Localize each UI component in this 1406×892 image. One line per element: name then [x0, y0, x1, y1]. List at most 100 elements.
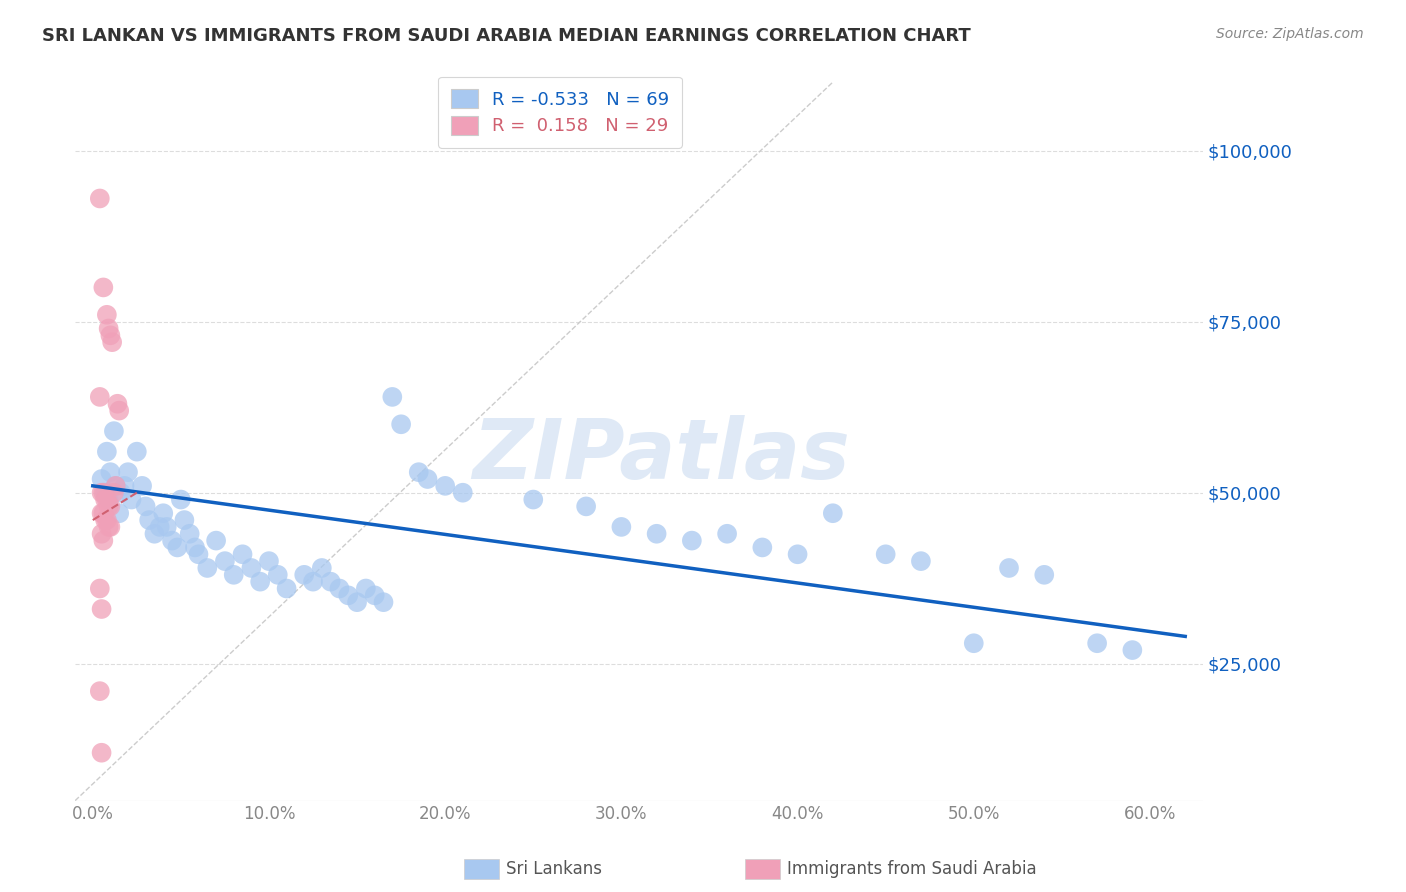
- Point: [89, 684, 111, 698]
- Point: [292, 567, 315, 582]
- Point: [373, 595, 395, 609]
- Point: [107, 397, 129, 411]
- Point: [104, 479, 127, 493]
- Text: Immigrants from Saudi Arabia: Immigrants from Saudi Arabia: [787, 860, 1038, 878]
- Point: [311, 561, 333, 575]
- Point: [184, 541, 207, 555]
- Point: [170, 492, 193, 507]
- Point: [94, 485, 117, 500]
- Point: [232, 547, 254, 561]
- Point: [416, 472, 439, 486]
- Point: [354, 582, 377, 596]
- Point: [94, 513, 117, 527]
- Point: [156, 520, 179, 534]
- Point: [149, 520, 172, 534]
- Point: [117, 465, 139, 479]
- Point: [94, 492, 117, 507]
- Point: [645, 526, 668, 541]
- Point: [337, 588, 360, 602]
- Point: [90, 746, 112, 760]
- Point: [610, 520, 633, 534]
- Point: [434, 479, 457, 493]
- Point: [240, 561, 263, 575]
- Point: [451, 485, 474, 500]
- Point: [108, 506, 131, 520]
- Point: [319, 574, 342, 589]
- Point: [104, 479, 127, 493]
- Point: [998, 561, 1021, 575]
- Point: [89, 390, 111, 404]
- Point: [187, 547, 209, 561]
- Text: Source: ZipAtlas.com: Source: ZipAtlas.com: [1216, 27, 1364, 41]
- Legend: R = -0.533   N = 69, R =  0.158   N = 29: R = -0.533 N = 69, R = 0.158 N = 29: [439, 77, 682, 148]
- Point: [93, 533, 115, 548]
- Point: [97, 321, 120, 335]
- Point: [103, 485, 125, 500]
- Point: [93, 280, 115, 294]
- Point: [90, 602, 112, 616]
- Point: [205, 533, 228, 548]
- Point: [110, 485, 132, 500]
- Point: [408, 465, 430, 479]
- Point: [90, 485, 112, 500]
- Point: [90, 526, 112, 541]
- Point: [100, 465, 122, 479]
- Point: [160, 533, 183, 548]
- Point: [152, 506, 174, 520]
- Point: [249, 574, 271, 589]
- Point: [751, 541, 773, 555]
- Point: [96, 444, 118, 458]
- Point: [363, 588, 385, 602]
- Point: [100, 500, 122, 514]
- Point: [267, 567, 290, 582]
- Point: [389, 417, 412, 432]
- Point: [821, 506, 844, 520]
- Point: [97, 500, 120, 514]
- Point: [103, 424, 125, 438]
- Point: [108, 403, 131, 417]
- Point: [96, 308, 118, 322]
- Point: [97, 492, 120, 507]
- Point: [716, 526, 738, 541]
- Point: [125, 444, 148, 458]
- Point: [96, 513, 118, 527]
- Point: [346, 595, 368, 609]
- Point: [121, 492, 143, 507]
- Point: [328, 582, 350, 596]
- Point: [93, 485, 115, 500]
- Point: [381, 390, 404, 404]
- Point: [963, 636, 986, 650]
- Point: [100, 520, 122, 534]
- Point: [143, 526, 166, 541]
- Point: [138, 513, 160, 527]
- Point: [786, 547, 808, 561]
- Point: [96, 492, 118, 507]
- Point: [575, 500, 598, 514]
- Point: [101, 335, 124, 350]
- Point: [222, 567, 245, 582]
- Point: [100, 328, 122, 343]
- Point: [166, 541, 188, 555]
- Point: [195, 561, 218, 575]
- Point: [522, 492, 544, 507]
- Point: [131, 479, 153, 493]
- Text: ZIPatlas: ZIPatlas: [472, 416, 851, 496]
- Point: [97, 520, 120, 534]
- Point: [179, 526, 201, 541]
- Point: [89, 582, 111, 596]
- Point: [114, 479, 136, 493]
- Point: [1033, 567, 1056, 582]
- Point: [910, 554, 932, 568]
- Point: [89, 192, 111, 206]
- Point: [681, 533, 703, 548]
- Point: [302, 574, 325, 589]
- Point: [276, 582, 298, 596]
- Point: [135, 500, 157, 514]
- Point: [173, 513, 195, 527]
- Point: [93, 506, 115, 520]
- Point: [1121, 643, 1143, 657]
- Point: [875, 547, 897, 561]
- Point: [90, 506, 112, 520]
- Point: [214, 554, 236, 568]
- Text: Sri Lankans: Sri Lankans: [506, 860, 602, 878]
